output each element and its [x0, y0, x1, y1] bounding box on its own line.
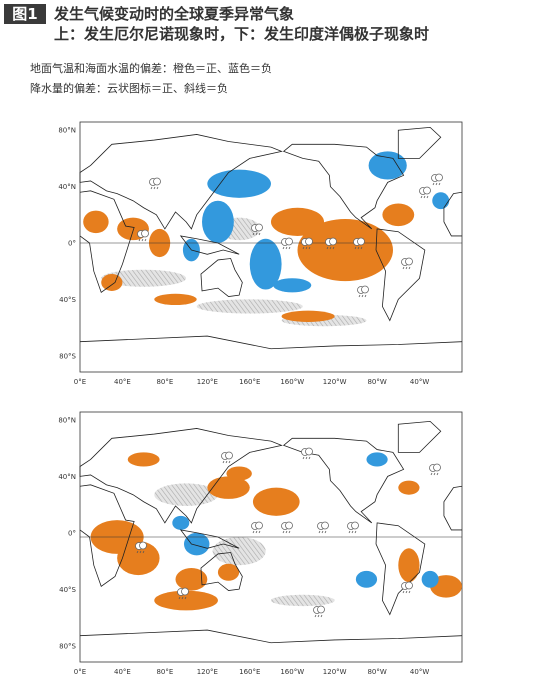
lat-label: 80°S	[59, 353, 76, 361]
lon-label: 80°W	[367, 378, 386, 386]
map-el-nino	[79, 121, 463, 373]
map-iod	[79, 411, 463, 663]
lon-label: 80°E	[156, 668, 173, 676]
lat-label: 40°N	[58, 473, 76, 481]
legend-precip: 降水量的偏差：云状图标＝正、斜线＝负	[30, 82, 228, 95]
lon-label: 120°W	[323, 668, 347, 676]
lon-label: 80°E	[156, 378, 173, 386]
lat-label: 80°S	[59, 643, 76, 651]
lat-label: 40°S	[59, 296, 76, 304]
figure-badge: 图1	[4, 4, 46, 24]
legend-temp: 地面气温和海面水温的偏差：橙色＝正、蓝色＝负	[30, 62, 272, 75]
lat-label: 80°N	[58, 127, 76, 135]
lat-label: 0°	[68, 240, 76, 248]
lat-label: 0°	[68, 530, 76, 538]
axis-labels: 80°N 40°N 0° 40°S 80°S 0°E 40°E 80°E 120°E 160°E 1…	[58, 127, 429, 677]
lon-label: 80°W	[367, 668, 386, 676]
subtitle: 上：发生厄尔尼诺现象时，下：发生印度洋偶极子现象时	[54, 25, 430, 43]
lon-label: 160°W	[280, 668, 304, 676]
lat-label: 40°S	[59, 586, 76, 594]
lon-label: 160°E	[239, 378, 260, 386]
lon-label: 40°W	[410, 668, 429, 676]
lon-label: 0°E	[74, 668, 86, 676]
lon-label: 40°W	[410, 378, 429, 386]
title: 发生气候变动时的全球夏季异常气象	[54, 5, 295, 23]
lon-label: 160°E	[239, 668, 260, 676]
lon-label: 40°E	[114, 378, 131, 386]
lon-label: 0°E	[74, 378, 86, 386]
lon-label: 40°E	[114, 668, 131, 676]
lat-label: 80°N	[58, 417, 76, 425]
lon-label: 120°E	[197, 668, 218, 676]
lon-label: 160°W	[280, 378, 304, 386]
lon-label: 120°W	[323, 378, 347, 386]
lon-label: 120°E	[197, 378, 218, 386]
lat-label: 40°N	[58, 183, 76, 191]
